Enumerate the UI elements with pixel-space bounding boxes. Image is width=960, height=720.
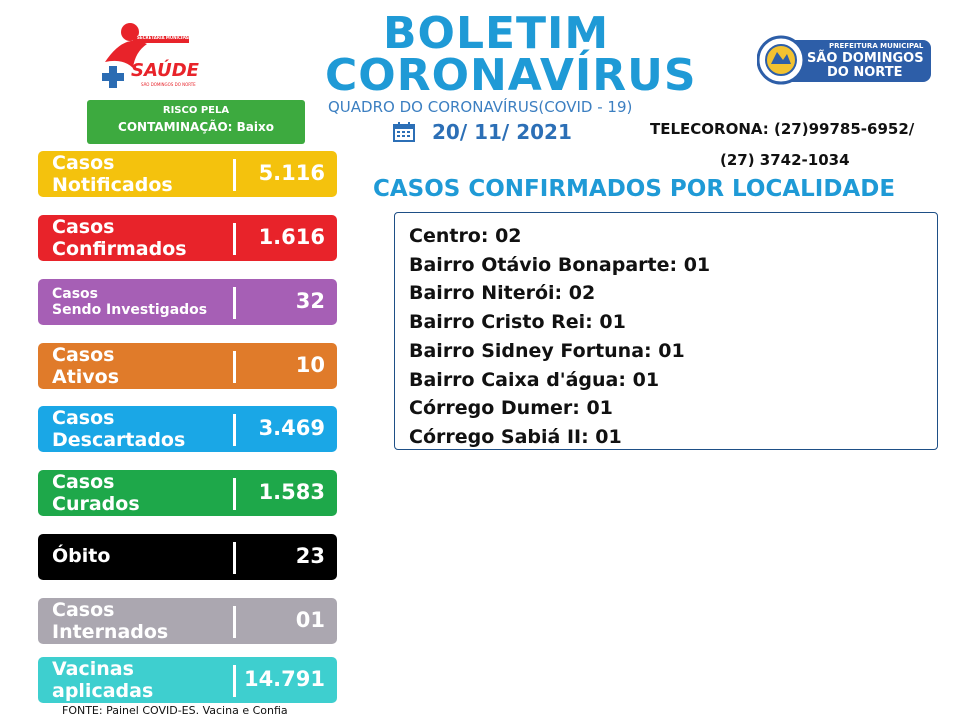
list-item: Córrego Dumer: 01 xyxy=(409,397,613,420)
stat-label-line2: Internados xyxy=(52,621,169,643)
source-note: FONTE: Painel COVID-ES. Vacina e Confia xyxy=(62,704,288,717)
stat-value: 32 xyxy=(295,289,325,313)
prefeitura-logo: PREFEITURA MUNICIPAL SÃO DOMINGOS DO NOR… xyxy=(757,34,933,86)
stat-label-line1: Casos xyxy=(52,152,115,174)
telecorona-line2: (27) 3742-1034 xyxy=(720,151,850,169)
stat-label: Óbito xyxy=(52,545,111,567)
stat-separator xyxy=(233,351,236,383)
localidade-box: Centro: 02 Bairro Otávio Bonaparte: 01 B… xyxy=(394,212,938,450)
stat-separator xyxy=(233,287,236,319)
stat-value: 01 xyxy=(295,608,325,632)
stat-label-line2: Notificados xyxy=(52,174,173,196)
saude-text: SAÚDE xyxy=(131,60,199,81)
stat-label-line1: Casos xyxy=(52,344,115,366)
stat-separator xyxy=(233,159,236,191)
stat-label-line2: Ativos xyxy=(52,366,120,388)
list-item: Bairro Niterói: 02 xyxy=(409,282,596,305)
report-date: 20/ 11/ 2021 xyxy=(432,120,572,144)
prefeitura-line1: SÃO DOMINGOS xyxy=(807,51,924,66)
saude-top-text: SECRETARIA MUNICIPAL xyxy=(137,35,191,40)
stat-value: 14.791 xyxy=(243,667,325,691)
stat-card-obito: Óbito 23 xyxy=(38,534,337,580)
list-item: Córrego Sabiá II: 01 xyxy=(409,425,622,448)
stat-label-line1: Casos xyxy=(52,407,115,429)
stat-card-notificados: Casos Notificados 5.116 xyxy=(38,151,337,197)
stat-value: 3.469 xyxy=(258,416,325,440)
list-item: Bairro Otávio Bonaparte: 01 xyxy=(409,253,711,276)
list-item: Bairro Cristo Rei: 01 xyxy=(409,311,626,334)
saude-logo: SECRETARIA MUNICIPAL SAÚDE SÃO DOMINGOS … xyxy=(95,22,199,94)
stat-card-vacinas: Vacinas aplicadas 14.791 xyxy=(38,657,337,703)
stat-value: 23 xyxy=(295,544,325,568)
stat-label-line1: Vacinas xyxy=(52,658,134,680)
prefeitura-line2: DO NORTE xyxy=(827,65,903,80)
stat-separator xyxy=(233,665,236,697)
stat-separator xyxy=(233,478,236,510)
stat-label: Casos Curados xyxy=(52,471,140,515)
stat-value: 1.583 xyxy=(258,480,325,504)
stat-label-line1: Casos xyxy=(52,471,115,493)
stat-card-descartados: Casos Descartados 3.469 xyxy=(38,406,337,452)
list-item: Bairro Sidney Fortuna: 01 xyxy=(409,339,685,362)
localidade-list: Centro: 02 Bairro Otávio Bonaparte: 01 B… xyxy=(409,222,710,452)
stat-label-line2: Curados xyxy=(52,493,140,515)
prefeitura-small-text: PREFEITURA MUNICIPAL xyxy=(829,42,924,50)
stat-card-confirmados: Casos Confirmados 1.616 xyxy=(38,215,337,261)
stat-card-curados: Casos Curados 1.583 xyxy=(38,470,337,516)
stat-label: Vacinas aplicadas xyxy=(52,658,153,702)
stat-value: 1.616 xyxy=(258,225,325,249)
stat-card-investigados: Casos Sendo Investigados 32 xyxy=(38,279,337,325)
title-line1: BOLETIM xyxy=(383,8,610,59)
stat-card-ativos: Casos Ativos 10 xyxy=(38,343,337,389)
stat-separator xyxy=(233,606,236,638)
subtitle: QUADRO DO CORONAVÍRUS(COVID - 19) xyxy=(328,98,633,116)
stat-value: 5.116 xyxy=(258,161,325,185)
saude-bottom-text: SÃO DOMINGOS DO NORTE xyxy=(141,82,196,87)
risk-box: RISCO PELA CONTAMINAÇÃO: Baixo xyxy=(87,100,305,144)
stat-label: Casos Sendo Investigados xyxy=(52,286,207,318)
stat-label-line1: Casos xyxy=(52,286,99,302)
stat-label-line1: Casos xyxy=(52,216,115,238)
list-item: Bairro Caixa d'água: 01 xyxy=(409,368,660,391)
stat-label-line2: Descartados xyxy=(52,429,186,451)
stat-label: Casos Notificados xyxy=(52,152,173,196)
stat-card-internados: Casos Internados 01 xyxy=(38,598,337,644)
stat-label: Casos Descartados xyxy=(52,407,185,451)
telecorona-line1: TELECORONA: (27)99785-6952/ xyxy=(650,120,915,138)
stat-label-line2: Sendo Investigados xyxy=(52,302,208,318)
stat-label-line1: Casos xyxy=(52,599,115,621)
risk-line2: CONTAMINAÇÃO: Baixo xyxy=(118,120,274,134)
stat-label: Casos Confirmados xyxy=(52,216,187,260)
stat-separator xyxy=(233,414,236,446)
stat-label: Casos Internados xyxy=(52,599,168,643)
stat-label-line2: aplicadas xyxy=(52,680,154,702)
stat-label: Casos Ativos xyxy=(52,344,119,388)
stat-separator xyxy=(233,223,236,255)
list-item: Centro: 02 xyxy=(409,225,522,247)
localidade-title: CASOS CONFIRMADOS POR LOCALIDADE xyxy=(373,176,896,202)
stat-value: 10 xyxy=(295,353,325,377)
stat-label-line2: Confirmados xyxy=(52,238,187,260)
title-line2: CORONAVÍRUS xyxy=(325,50,697,101)
risk-line1: RISCO PELA xyxy=(162,105,230,116)
stat-separator xyxy=(233,542,236,574)
calendar-icon xyxy=(393,122,415,142)
